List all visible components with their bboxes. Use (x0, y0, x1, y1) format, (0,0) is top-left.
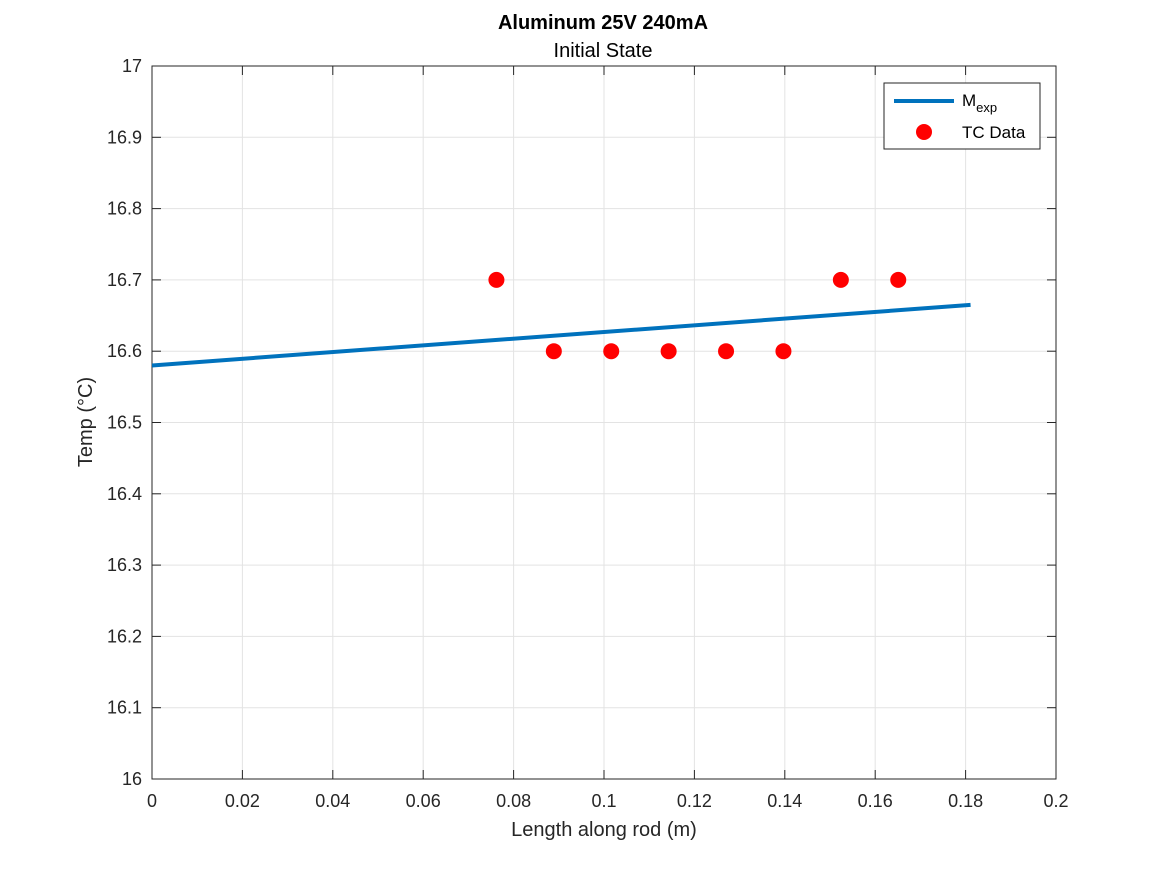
series-layer (151, 271, 971, 368)
y-tick-label: 16.2 (107, 626, 142, 646)
x-tick-label: 0.04 (315, 791, 350, 811)
x-tick-label: 0.08 (496, 791, 531, 811)
y-tick-label: 16.5 (107, 413, 142, 433)
x-tick-label: 0.2 (1043, 791, 1068, 811)
y-tick-label: 16.4 (107, 484, 142, 504)
grid-layer (151, 65, 1057, 780)
chart-subtitle: Initial State (554, 40, 653, 62)
x-tick-label: 0.06 (406, 791, 441, 811)
legend-marker-swatch (916, 124, 932, 140)
y-tick-label: 16.7 (107, 270, 142, 290)
y-axis-label: Temp (°C) (75, 377, 97, 467)
tc-data-point (775, 343, 792, 360)
tc-data-point (832, 271, 849, 288)
tick-layer: 0 0.02 0.04 0.06 0.08 0.1 0.12 0.14 0.16 0.18 0.2 1… (107, 56, 1069, 811)
legend: Mexp TC Data (883, 82, 1041, 150)
tc-data-point (603, 343, 620, 360)
y-tick-label: 16.1 (107, 698, 142, 718)
y-tick-label: 16.8 (107, 199, 142, 219)
x-tick-label: 0.02 (225, 791, 260, 811)
legend-entry-line: Mexp (962, 91, 997, 115)
x-axis-label: Length along rod (m) (511, 819, 697, 841)
x-tick-label: 0.18 (948, 791, 983, 811)
legend-entry-line-subscript: exp (976, 100, 997, 115)
x-tick-label: 0.14 (767, 791, 802, 811)
x-tick-label: 0.1 (591, 791, 616, 811)
chart-title: Aluminum 25V 240mA (498, 12, 708, 34)
y-tick-label: 17 (122, 56, 142, 76)
y-tick-label: 16.9 (107, 127, 142, 147)
y-tick-label: 16.3 (107, 555, 142, 575)
tc-data-point (890, 271, 907, 288)
legend-entry-line-name: M (962, 91, 976, 110)
x-tick-label: 0.12 (677, 791, 712, 811)
x-tick-label: 0 (147, 791, 157, 811)
tc-data-point (718, 343, 735, 360)
x-tick-label: 0.16 (858, 791, 893, 811)
tc-data-point (488, 271, 505, 288)
legend-box (883, 82, 1041, 150)
y-tick-label: 16.6 (107, 341, 142, 361)
y-tick-label: 16 (122, 769, 142, 789)
tc-data-point (660, 343, 677, 360)
tc-data-point (545, 343, 562, 360)
series-line-m-exp (151, 302, 971, 368)
legend-entry-scatter: TC Data (962, 123, 1026, 142)
